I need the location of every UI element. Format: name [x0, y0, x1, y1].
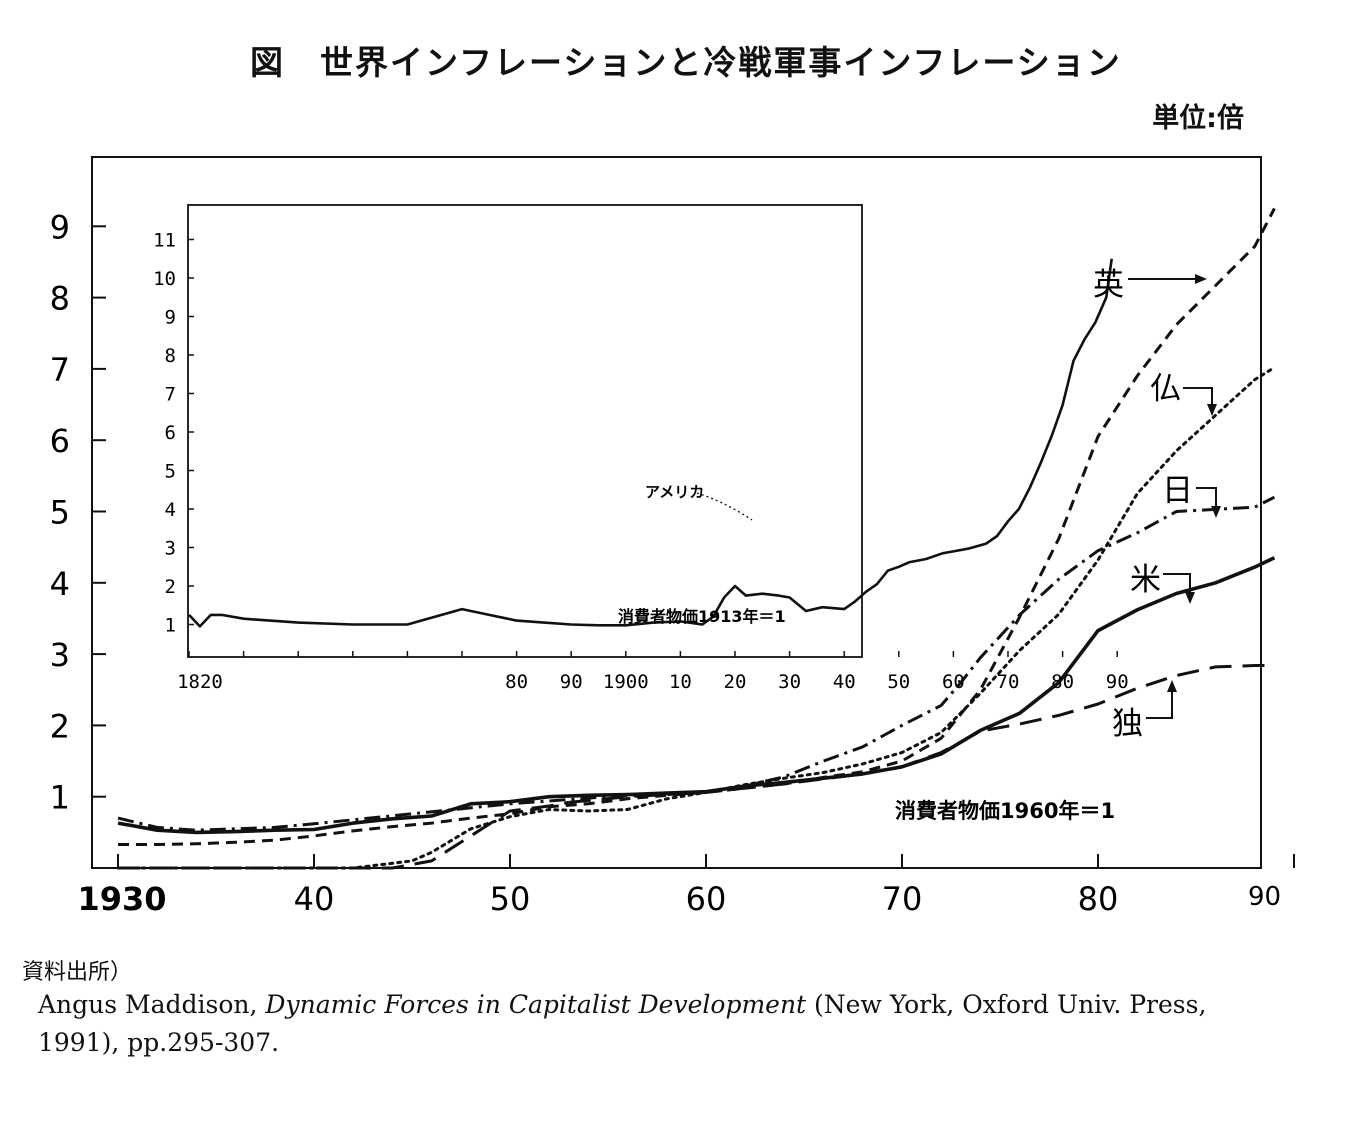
inset-x-tick-label: 80	[1051, 671, 1074, 693]
source-publisher: (New York, Oxford Univ. Press, 1991), pp…	[38, 990, 1207, 1057]
inset-annotation: 消費者物価1913年＝1	[618, 607, 786, 626]
inset-x-tick-label: 1820	[177, 671, 223, 693]
main-chart-annotation: 消費者物価1960年＝1	[895, 799, 1115, 823]
label-leader-line	[1146, 689, 1173, 719]
x-tick-label: 70	[882, 880, 923, 918]
inset-series-label: アメリカ	[645, 483, 704, 501]
source-book-title: Dynamic Forces in Capitalist Development	[265, 990, 807, 1019]
x-tick-label: 90	[1248, 882, 1281, 912]
inset-y-tick-label: 3	[165, 538, 176, 560]
x-tick-label: 40	[294, 880, 335, 918]
y-tick-label: 8	[50, 280, 70, 318]
series-label: 日	[1162, 473, 1193, 509]
series-label: 独	[1112, 706, 1143, 742]
label-arrowhead	[1195, 274, 1207, 284]
inset-y-tick-label: 9	[165, 307, 176, 329]
y-tick-label: 2	[50, 707, 70, 745]
y-tick-label: 6	[50, 422, 70, 460]
inset-y-tick-label: 2	[165, 576, 176, 598]
source-citation: Angus Maddison, Dynamic Forces in Capita…	[38, 986, 1278, 1062]
x-tick-label: 60	[686, 880, 727, 918]
inset-x-tick-label: 40	[833, 671, 856, 693]
inset-y-tick-label: 6	[165, 422, 176, 444]
x-tick-label: 1930	[77, 880, 166, 918]
x-tick-label: 50	[490, 880, 531, 918]
inset-x-tick-label: 1900	[603, 671, 649, 693]
series-label: 仏	[1150, 371, 1181, 407]
inset-y-tick-label: 8	[165, 345, 176, 367]
series-line-4	[118, 800, 570, 870]
inset-chart: 1 2 3 4 5 6 7 8 9 10 11 1820 80 90 1900 10 20 30 40 50 60 70 8…	[153, 204, 1129, 693]
inset-x-tick-label: 20	[724, 671, 747, 693]
source-label: 資料出所）	[22, 960, 133, 985]
inset-label-leader	[696, 492, 753, 521]
label-leader-line	[1163, 573, 1191, 595]
label-arrowhead	[1207, 404, 1217, 416]
source-author: Angus Maddison,	[38, 990, 266, 1019]
inset-y-tick-label: 4	[165, 499, 176, 521]
y-tick-label: 7	[50, 351, 70, 389]
inset-x-tick-label: 10	[669, 671, 692, 693]
x-tick-label: 80	[1078, 880, 1119, 918]
label-leader-line	[1183, 387, 1213, 407]
y-tick-label: 5	[50, 494, 70, 532]
inset-y-tick-label: 1	[165, 615, 176, 637]
inset-x-tick-label: 90	[560, 671, 583, 693]
inset-x-tick-label: 70	[997, 671, 1020, 693]
label-arrowhead	[1211, 506, 1221, 518]
series-line-5	[568, 664, 1275, 804]
y-tick-label: 9	[50, 208, 70, 246]
series-label: 英	[1093, 267, 1124, 303]
inset-y-tick-label: 7	[165, 384, 176, 406]
label-leader-line	[1196, 487, 1217, 509]
page-title: 図 世界インフレーションと冷戦軍事インフレーション	[250, 43, 1122, 82]
inset-y-tick-label: 11	[153, 230, 176, 252]
inset-y-tick-label: 5	[165, 461, 176, 483]
y-tick-label: 1	[50, 779, 70, 817]
label-arrowhead	[1167, 680, 1177, 692]
series-line-1	[116, 366, 1276, 870]
inset-x-tick-label: 80	[505, 671, 528, 693]
inset-x-tick-label: 30	[778, 671, 801, 693]
unit-label: 単位:倍	[1152, 103, 1244, 134]
inset-x-tick-label: 60	[942, 671, 965, 693]
y-tick-label: 4	[50, 565, 70, 603]
label-arrowhead	[1185, 592, 1195, 604]
inset-series-line	[188, 258, 1113, 628]
inset-y-tick-label: 10	[153, 268, 176, 290]
series-line-2	[117, 495, 1276, 832]
series-label: 米	[1130, 562, 1161, 598]
inset-plot-frame	[187, 204, 863, 658]
inset-x-tick-label: 50	[887, 671, 910, 693]
series-line-0	[118, 207, 1276, 846]
inset-x-tick-label: 90	[1106, 671, 1129, 693]
y-tick-label: 3	[50, 636, 70, 674]
inflation-chart: 1 2 3 4 5 6 7 8 9 1930 40 50 60 70 80 90 消費者物価1960年＝1 1 2…	[50, 156, 1295, 918]
